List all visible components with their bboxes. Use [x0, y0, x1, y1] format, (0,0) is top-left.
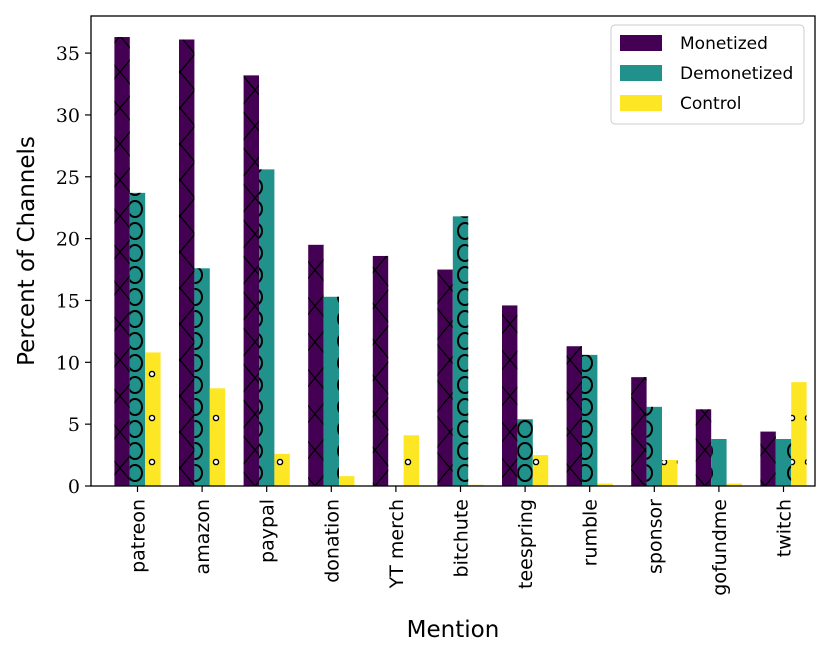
bar-hatch-demonetized-amazon: [194, 268, 210, 486]
x-tick-label: sponsor: [644, 499, 666, 574]
x-tick-label: teespring: [515, 499, 537, 589]
bar-hatch-demonetized-sponsor: [646, 406, 662, 486]
bar-hatch-control-paypal: [274, 453, 290, 486]
bar-hatch-demonetized-bitchute: [452, 216, 469, 487]
bar-hatch-control-teespring: [532, 455, 549, 486]
y-tick-label: 10: [56, 352, 80, 374]
legend: Monetized Demonetized Control: [610, 24, 805, 125]
axes-group: 0 5 10 15 20 25 30 35 patreon amazon paypal donatio…: [56, 15, 816, 596]
bar-hatch-monetized-bitchute: [437, 269, 453, 486]
y-tick-label: 0: [68, 476, 80, 498]
x-tick-label: twitch: [774, 499, 796, 557]
bar-hatch-monetized-yt-merch: [372, 255, 389, 486]
y-tick-label: 5: [68, 414, 80, 436]
y-axis-label: Percent of Channels: [14, 136, 40, 366]
legend-swatch-demonetized: [620, 65, 662, 81]
y-tick-label: 15: [56, 290, 80, 312]
bars-group: [114, 37, 807, 487]
bar-hatch-control-amazon: [209, 388, 226, 486]
bar-hatch-control-twitch: [791, 382, 807, 486]
x-tick-label: donation: [321, 499, 343, 583]
legend-swatch-monetized: [620, 35, 662, 51]
x-tick-label: bitchute: [451, 499, 473, 577]
bar-hatch-demonetized-rumble: [582, 354, 598, 486]
y-tick-label: 35: [56, 43, 80, 65]
x-tick-label: gofundme: [709, 499, 731, 596]
bar-hatch-control-yt-merch: [403, 435, 419, 486]
bar-hatch-demonetized-patreon: [129, 192, 146, 487]
legend-label-demonetized: Demonetized: [680, 64, 793, 84]
bar-hatch-monetized-paypal: [243, 75, 259, 487]
bar-hatch-control-patreon: [145, 352, 161, 486]
bar-hatch-control-rumble: [597, 483, 613, 486]
x-tick-label: patreon: [128, 499, 150, 573]
legend-swatch-control: [620, 95, 662, 111]
bar-hatch-control-gofundme: [726, 483, 742, 486]
bar-hatch-monetized-twitch: [760, 431, 776, 486]
bar-hatch-monetized-gofundme: [695, 409, 712, 486]
legend-label-control: Control: [680, 94, 741, 114]
y-tick-label: 20: [56, 229, 80, 251]
plot-frame: [90, 15, 816, 487]
x-tick-label: paypal: [257, 499, 279, 563]
y-tick-label: 25: [56, 167, 80, 189]
x-axis-label: Mention: [407, 617, 500, 643]
bar-hatch-monetized-amazon: [179, 39, 195, 486]
bar-hatch-monetized-teespring: [502, 305, 518, 486]
bar-hatch-monetized-patreon: [114, 37, 130, 487]
bar-hatch-demonetized-gofundme: [711, 439, 727, 486]
x-tick-label: amazon: [192, 499, 214, 574]
bar-hatch-control-donation: [339, 476, 355, 486]
legend-label-monetized: Monetized: [680, 34, 768, 54]
bar-hatch-demonetized-donation: [323, 296, 339, 486]
bar-hatch-monetized-rumble: [566, 346, 582, 486]
bar-hatch-demonetized-teespring: [517, 419, 533, 486]
bar-hatch-demonetized-twitch: [775, 439, 792, 486]
y-tick-label: 30: [56, 105, 80, 127]
bar-hatch-monetized-donation: [308, 244, 324, 486]
x-tick-label: rumble: [580, 499, 602, 566]
bar-hatch-control-sponsor: [662, 460, 678, 486]
bar-hatch-demonetized-paypal: [259, 169, 275, 487]
x-tick-label: YT merch: [386, 499, 408, 589]
bar-hatch-monetized-sponsor: [631, 377, 647, 486]
